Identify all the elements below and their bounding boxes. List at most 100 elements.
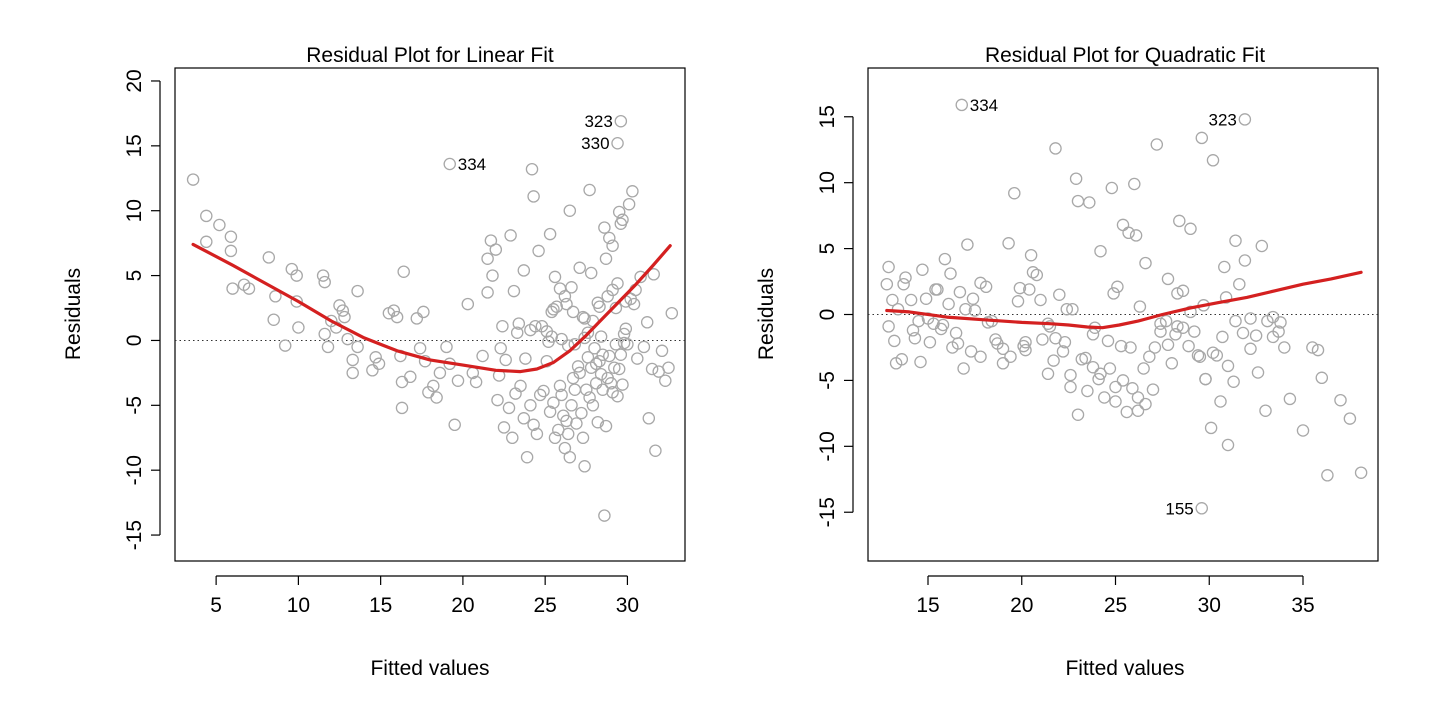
data-point bbox=[612, 205, 626, 219]
data-point bbox=[578, 331, 591, 345]
data-point bbox=[1017, 339, 1030, 353]
data-point bbox=[1071, 408, 1085, 421]
x-tick-label: 30 bbox=[616, 594, 639, 617]
data-point bbox=[882, 260, 895, 274]
data-point bbox=[369, 351, 382, 364]
data-point bbox=[1354, 466, 1368, 479]
data-point bbox=[589, 357, 603, 371]
data-point bbox=[1109, 395, 1122, 408]
chart-title: Residual Plot for Linear Fit bbox=[306, 44, 554, 67]
data-point bbox=[1221, 359, 1235, 373]
x-tick-label: 20 bbox=[1010, 594, 1033, 617]
data-point bbox=[1036, 333, 1049, 346]
data-point bbox=[543, 227, 557, 241]
data-point bbox=[224, 230, 238, 243]
data-point bbox=[1210, 349, 1224, 362]
x-axis-label: Fitted values bbox=[1065, 657, 1184, 680]
data-point bbox=[1071, 194, 1085, 208]
data-point bbox=[262, 251, 276, 264]
data-point bbox=[949, 326, 963, 340]
data-point bbox=[1131, 391, 1145, 404]
data-point bbox=[1216, 330, 1229, 344]
data-point bbox=[1083, 196, 1096, 209]
data-point bbox=[1227, 375, 1240, 388]
data-point bbox=[346, 366, 359, 380]
data-point bbox=[573, 261, 586, 275]
data-point bbox=[491, 393, 504, 407]
data-point bbox=[974, 350, 987, 363]
data-point bbox=[1204, 421, 1218, 435]
y-tick-label: 10 bbox=[816, 171, 839, 194]
data-point bbox=[594, 367, 608, 381]
data-point bbox=[1109, 380, 1122, 394]
data-point bbox=[413, 341, 427, 355]
data-point bbox=[627, 297, 641, 311]
data-point bbox=[1296, 424, 1310, 437]
data-point bbox=[631, 352, 644, 365]
data-point bbox=[1171, 287, 1184, 300]
data-point bbox=[1193, 350, 1207, 363]
data-point bbox=[336, 304, 350, 317]
y-axis-label: Residuals bbox=[755, 268, 778, 360]
data-point bbox=[1238, 113, 1252, 126]
data-point bbox=[1154, 317, 1167, 330]
y-tick-label: 0 bbox=[123, 335, 146, 347]
data-point bbox=[1092, 372, 1105, 386]
data-point bbox=[1081, 384, 1094, 398]
data-point bbox=[502, 401, 516, 415]
data-point bbox=[525, 162, 539, 176]
data-point bbox=[904, 293, 918, 307]
data-point bbox=[278, 339, 292, 352]
x-tick-label: 15 bbox=[369, 594, 392, 617]
data-point bbox=[1126, 382, 1139, 395]
data-point bbox=[942, 297, 955, 311]
data-point bbox=[481, 252, 494, 265]
data-point bbox=[242, 282, 256, 295]
data-point bbox=[642, 412, 656, 425]
data-point bbox=[1137, 362, 1150, 375]
data-point bbox=[1098, 391, 1111, 404]
data-point bbox=[612, 362, 626, 376]
data-point bbox=[316, 269, 330, 282]
data-point bbox=[1101, 334, 1115, 348]
x-tick-label: 10 bbox=[287, 594, 310, 617]
data-point bbox=[1034, 293, 1047, 307]
data-point bbox=[497, 421, 511, 434]
data-point bbox=[1086, 328, 1100, 341]
data-point bbox=[547, 303, 560, 316]
data-point bbox=[1024, 248, 1038, 262]
data-point bbox=[1056, 345, 1070, 358]
data-point bbox=[395, 375, 409, 389]
data-point bbox=[578, 460, 591, 473]
data-point bbox=[1139, 256, 1152, 270]
data-point bbox=[640, 316, 654, 329]
data-point bbox=[200, 209, 213, 223]
data-point bbox=[1105, 181, 1119, 195]
data-point bbox=[451, 374, 465, 387]
data-point bbox=[626, 185, 639, 198]
data-point bbox=[510, 326, 524, 339]
data-point bbox=[404, 370, 417, 384]
data-point bbox=[290, 269, 303, 282]
x-tick-label: 30 bbox=[1198, 594, 1221, 617]
data-point bbox=[509, 387, 522, 400]
data-point bbox=[565, 399, 578, 412]
data-point bbox=[603, 231, 616, 245]
data-point bbox=[944, 267, 957, 280]
data-point bbox=[1306, 341, 1319, 354]
data-point bbox=[659, 374, 672, 387]
data-point bbox=[1047, 354, 1060, 367]
data-point bbox=[1259, 404, 1272, 417]
data-point bbox=[1114, 339, 1128, 353]
y-tick-label: 15 bbox=[816, 105, 839, 128]
axis-ticks: 15 20 25 30 35 -15 -10 -5 0 5 10 15 bbox=[816, 105, 1315, 617]
data-point bbox=[341, 332, 354, 346]
data-point bbox=[1011, 295, 1025, 308]
data-point bbox=[571, 360, 585, 373]
data-point bbox=[1023, 283, 1036, 296]
data-point bbox=[1041, 367, 1055, 381]
x-tick-label: 15 bbox=[916, 594, 939, 617]
data-point bbox=[506, 431, 519, 445]
data-point bbox=[519, 352, 532, 365]
data-point bbox=[1064, 368, 1077, 382]
